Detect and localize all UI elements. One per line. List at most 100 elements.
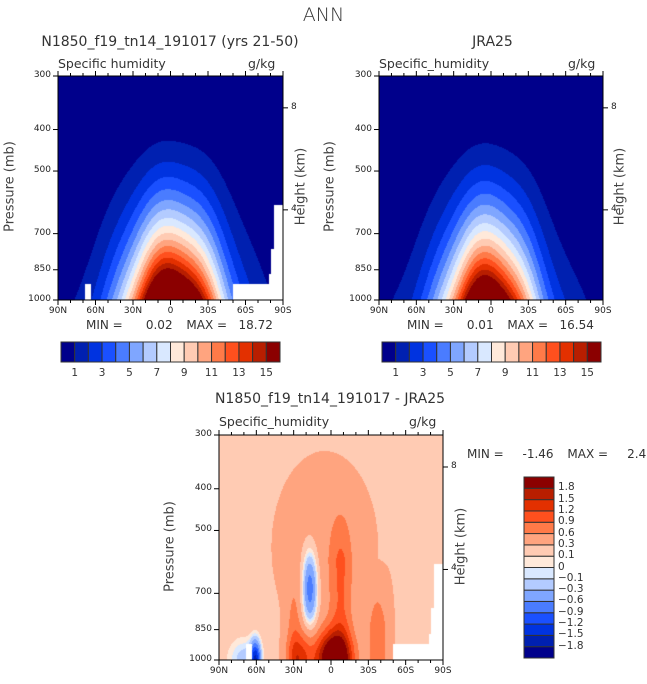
colorbar-box — [523, 612, 555, 625]
colorbar-box — [436, 341, 451, 363]
colorbar-box — [523, 510, 555, 523]
colorbar-box — [523, 487, 555, 501]
colorbar-label: 1.5 — [558, 492, 575, 505]
panel-title: JRA25 — [472, 34, 513, 50]
colorbar-box — [211, 341, 226, 363]
colorbar-box — [128, 341, 144, 363]
y-axis-label: Pressure (mb) — [2, 141, 18, 232]
colorbar-box — [523, 499, 555, 512]
x-tick-label: 0 — [167, 306, 174, 316]
colorbar-box — [523, 646, 555, 659]
x-tick-label: 60S — [236, 306, 255, 316]
height-axis-label: Height (km) — [612, 147, 628, 226]
y-tick-label: 500 — [33, 165, 51, 176]
colorbar-label: 15 — [580, 367, 594, 379]
y-tick-label: 1000 — [189, 654, 212, 664]
colorbar-label: 0.1 — [558, 549, 575, 562]
colorbar-label: 1.8 — [558, 481, 575, 494]
y-axis-label: Pressure (mb) — [322, 141, 338, 232]
y-tick-label: 400 — [194, 482, 212, 493]
colorbar-box — [573, 341, 588, 363]
x-tick-label: 30S — [519, 306, 537, 316]
colorbar-label: 3 — [98, 367, 106, 379]
max-value: 16.54 — [559, 318, 594, 332]
variable-label: Specific_humidity — [219, 414, 330, 429]
colorbar-label: 15 — [259, 367, 273, 379]
colorbar-box — [224, 341, 240, 363]
colorbar-box — [523, 567, 555, 580]
x-tick-label: 60S — [557, 306, 575, 316]
colorbar-label: 5 — [447, 367, 454, 379]
colorbar-box — [265, 341, 281, 363]
x-tick-label: 90N — [209, 666, 229, 676]
colorbar-label: 0.3 — [558, 537, 575, 550]
colorbar-box — [523, 589, 555, 602]
height-axis-label: Height (km) — [293, 147, 309, 226]
variable-label: Specific_humidity — [379, 56, 490, 71]
max-label: MAX = — [186, 318, 228, 332]
colorbar-box — [523, 623, 555, 636]
colorbar-label: 0.9 — [558, 515, 575, 528]
min-value: 0.02 — [145, 318, 173, 332]
colorbar-label: −1.2 — [558, 617, 584, 630]
y-tick-label: 300 — [194, 429, 212, 439]
colorbar-label: −1.5 — [558, 628, 584, 641]
contour-field — [219, 435, 443, 660]
colorbar-box — [408, 341, 424, 363]
plot-frame — [378, 75, 604, 301]
colorbar-box — [523, 634, 555, 648]
x-tick-label: 90N — [369, 306, 389, 316]
colorbar-label: 9 — [501, 367, 509, 379]
y-tick-label: 300 — [33, 70, 51, 80]
x-tick-label: 90S — [594, 306, 612, 316]
colorbar-box — [115, 341, 130, 363]
x-tick-label: 30N — [284, 666, 303, 676]
height-tick-label: 8 — [291, 101, 297, 112]
max-label: MAX = — [567, 447, 609, 461]
max-label: MAX = — [507, 318, 549, 332]
y-tick-label: 400 — [354, 123, 372, 134]
y-tick-label: 1000 — [28, 294, 51, 304]
colorbar-box — [252, 341, 267, 363]
plot-frame — [57, 75, 284, 301]
colorbar-box — [523, 600, 555, 614]
x-tick-label: 30N — [444, 306, 463, 316]
colorbar-box — [523, 521, 555, 535]
height-tick-label: 4 — [451, 563, 457, 574]
max-value: 2.46 — [627, 447, 647, 461]
variable-label: Specific humidity — [58, 56, 166, 71]
min-label: MIN = — [407, 318, 444, 332]
x-tick-label: 90N — [48, 306, 68, 316]
colorbar-box — [197, 341, 213, 363]
y-tick-label: 850 — [354, 263, 372, 274]
y-tick-label: 700 — [33, 227, 51, 238]
y-tick-label: 1000 — [349, 294, 372, 304]
height-tick-label: 4 — [611, 203, 617, 214]
colorbar-box — [183, 341, 199, 363]
colorbar-label: 3 — [419, 367, 427, 379]
colorbar-label: −1.8 — [558, 639, 584, 652]
panel-title: N1850_f19_tn14_191017 - JRA25 — [214, 391, 446, 407]
y-tick-label: 850 — [33, 263, 51, 274]
colorbar-box — [523, 578, 555, 591]
colorbar-box — [395, 341, 410, 363]
y-tick-label: 850 — [194, 623, 212, 634]
colorbar-box — [523, 544, 555, 557]
units-label: g/kg — [568, 56, 596, 71]
y-tick-label: 500 — [354, 165, 372, 176]
y-tick-label: 700 — [354, 227, 372, 238]
height-axis-label: Height (km) — [453, 507, 469, 585]
colorbar-box — [504, 341, 520, 363]
min-max-readout: MIN = 0.01 MAX = 16.54 — [407, 318, 594, 332]
y-axis-label: Pressure (mb) — [162, 500, 178, 592]
min-max-readout: MIN = -1.46 MAX = 2.46 — [467, 447, 647, 461]
colorbar-box — [491, 341, 506, 363]
colorbar-box — [101, 341, 117, 363]
x-tick-label: 60S — [397, 666, 415, 676]
colorbar-box — [238, 341, 254, 363]
colorbar-label: 11 — [204, 367, 219, 379]
colorbar-box — [545, 341, 561, 363]
colorbar-box — [523, 555, 555, 568]
y-tick-label: 700 — [194, 587, 212, 598]
